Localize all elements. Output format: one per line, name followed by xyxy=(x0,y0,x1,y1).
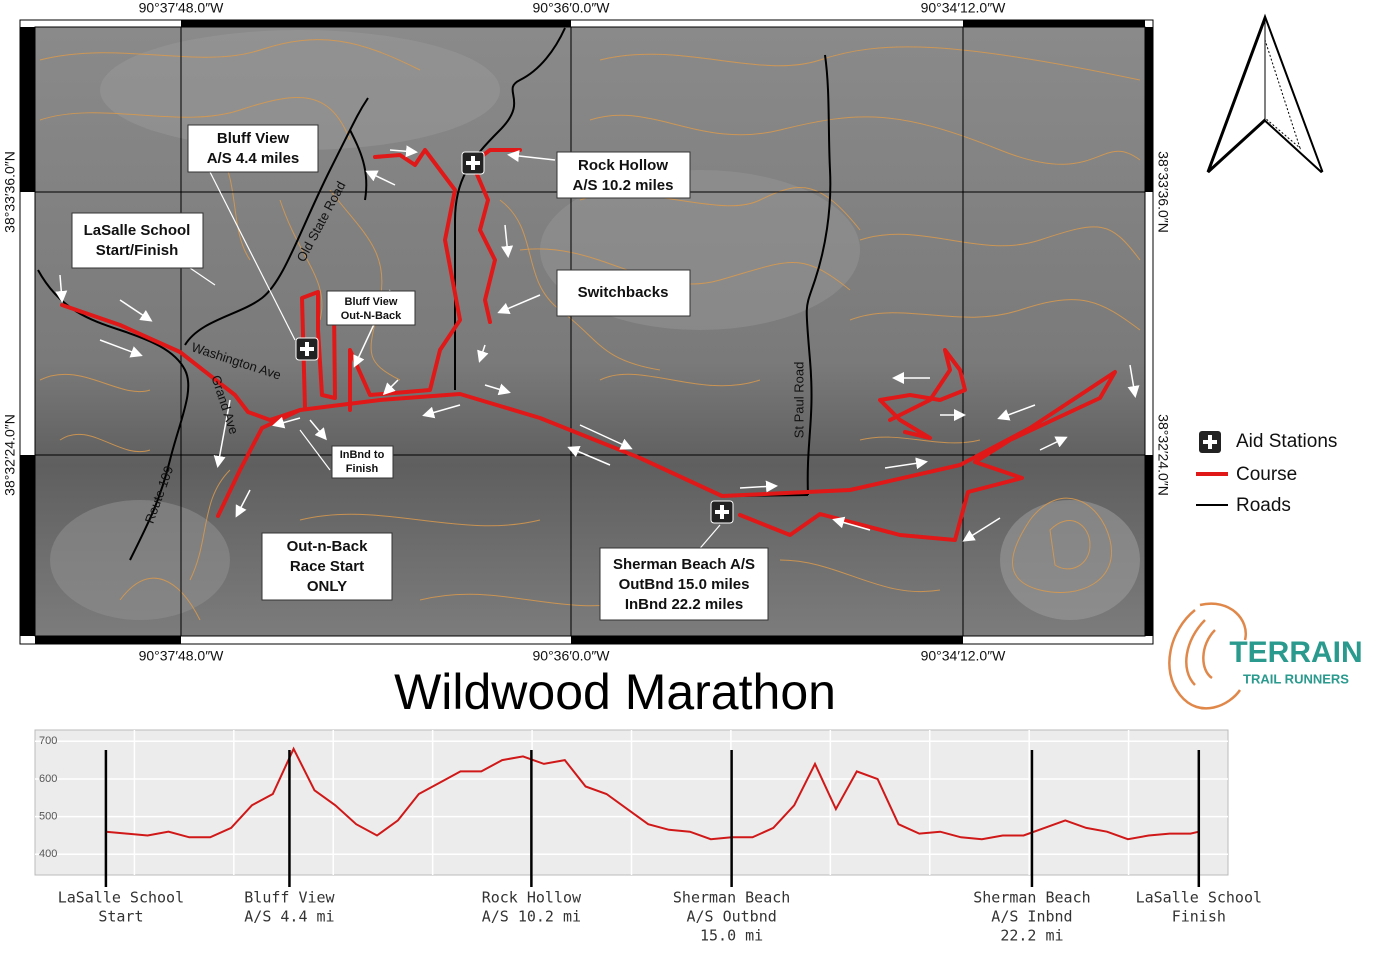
station-label: A/S 10.2 mi xyxy=(482,908,581,926)
direction-arrows xyxy=(55,145,1140,542)
course xyxy=(60,148,1117,542)
legend-label: Roads xyxy=(1236,495,1291,516)
callout-lines xyxy=(189,171,721,561)
annotation-text: ONLY xyxy=(307,578,347,595)
annotation-text: Out-N-Back xyxy=(341,310,402,322)
annotation-text: Finish xyxy=(346,463,379,475)
station-label: Bluff View xyxy=(244,889,335,907)
longitude-label: 90°36′0.0″W xyxy=(533,648,611,664)
latitude-label: 38°33′36.0″N xyxy=(2,151,18,233)
station-label: 22.2 mi xyxy=(1000,927,1063,945)
longitude-label: 90°37′48.0″W xyxy=(139,0,225,16)
longitude-label: 90°34′12.0″W xyxy=(921,648,1007,664)
map: 90°37′48.0″W 90°36′0.0″W 90°34′12.0″W 90… xyxy=(2,0,1172,664)
road-label: St Paul Road xyxy=(791,362,806,439)
station-label: 15.0 mi xyxy=(700,927,763,945)
annotation-text: Start/Finish xyxy=(96,242,179,259)
annotation: Sherman Beach A/S OutBnd 15.0 miles InBn… xyxy=(599,547,769,621)
annotation: Switchbacks xyxy=(556,269,691,317)
annotation: Bluff View Out-N-Back xyxy=(326,290,416,326)
annotation: Out-n-Back Race Start ONLY xyxy=(261,532,393,601)
station-label: Sherman Beach xyxy=(973,889,1090,907)
legend-label: Aid Stations xyxy=(1236,431,1337,452)
annotation-text: InBnd to xyxy=(340,449,385,461)
annotation-text: Sherman Beach A/S xyxy=(613,556,755,573)
aid-stations xyxy=(295,151,734,524)
legend-label: Course xyxy=(1236,464,1297,485)
longitude-label: 90°37′48.0″W xyxy=(139,648,225,664)
station-label: A/S Inbnd xyxy=(991,908,1072,926)
logo: TERRAIN TRAIL RUNNERS xyxy=(1168,602,1363,710)
station-label: A/S 4.4 mi xyxy=(244,908,334,926)
logo-subtitle: TRAIL RUNNERS xyxy=(1243,671,1349,686)
station-label: Finish xyxy=(1172,908,1226,926)
station-label: Start xyxy=(98,908,143,926)
y-tick-label: 600 xyxy=(39,773,57,785)
annotation-text: Bluff View xyxy=(345,296,398,308)
y-tick-label: 400 xyxy=(39,848,57,860)
terrain xyxy=(1000,500,1140,620)
latitude-label: 38°32′24.0″N xyxy=(2,414,18,496)
annotation-text: InBnd 22.2 miles xyxy=(625,596,743,613)
y-tick-label: 700 xyxy=(39,735,57,747)
annotation-text: Switchbacks xyxy=(578,284,669,301)
latitude-label: 38°33′36.0″N xyxy=(1155,151,1171,233)
station-label: Sherman Beach xyxy=(673,889,790,907)
terrain xyxy=(50,500,230,620)
annotation: Bluff View A/S 4.4 miles xyxy=(187,124,319,173)
annotation-text: A/S 4.4 miles xyxy=(207,150,300,167)
station-label: LaSalle School xyxy=(1136,889,1262,907)
title: Wildwood Marathon xyxy=(394,664,836,720)
annotation-text: OutBnd 15.0 miles xyxy=(619,576,750,593)
longitude-label: 90°36′0.0″W xyxy=(533,0,611,16)
annotation: Rock Hollow A/S 10.2 miles xyxy=(556,151,691,199)
annotation-text: Rock Hollow xyxy=(578,157,668,174)
station-label: A/S Outbnd xyxy=(686,908,776,926)
latitude-label: 38°32′24.0″N xyxy=(1155,414,1171,496)
annotation-text: Bluff View xyxy=(217,130,290,147)
annotation: InBnd to Finish xyxy=(331,445,394,479)
legend: Aid Stations Course Roads xyxy=(1196,431,1337,516)
longitude-label: 90°34′12.0″W xyxy=(921,0,1007,16)
logo-title: TERRAIN xyxy=(1229,636,1362,669)
annotation: LaSalle School Start/Finish xyxy=(71,212,204,269)
y-tick-label: 500 xyxy=(39,811,57,823)
annotation-text: LaSalle School xyxy=(84,222,191,239)
annotation-text: Race Start xyxy=(290,558,364,575)
frame xyxy=(19,19,1154,645)
annotation-text: A/S 10.2 miles xyxy=(573,177,674,194)
station-label: Rock Hollow xyxy=(482,889,582,907)
contours xyxy=(39,39,1141,621)
annotation-text: Out-n-Back xyxy=(287,538,368,555)
station-label: LaSalle School xyxy=(58,889,184,907)
north-arrow xyxy=(1206,13,1324,174)
